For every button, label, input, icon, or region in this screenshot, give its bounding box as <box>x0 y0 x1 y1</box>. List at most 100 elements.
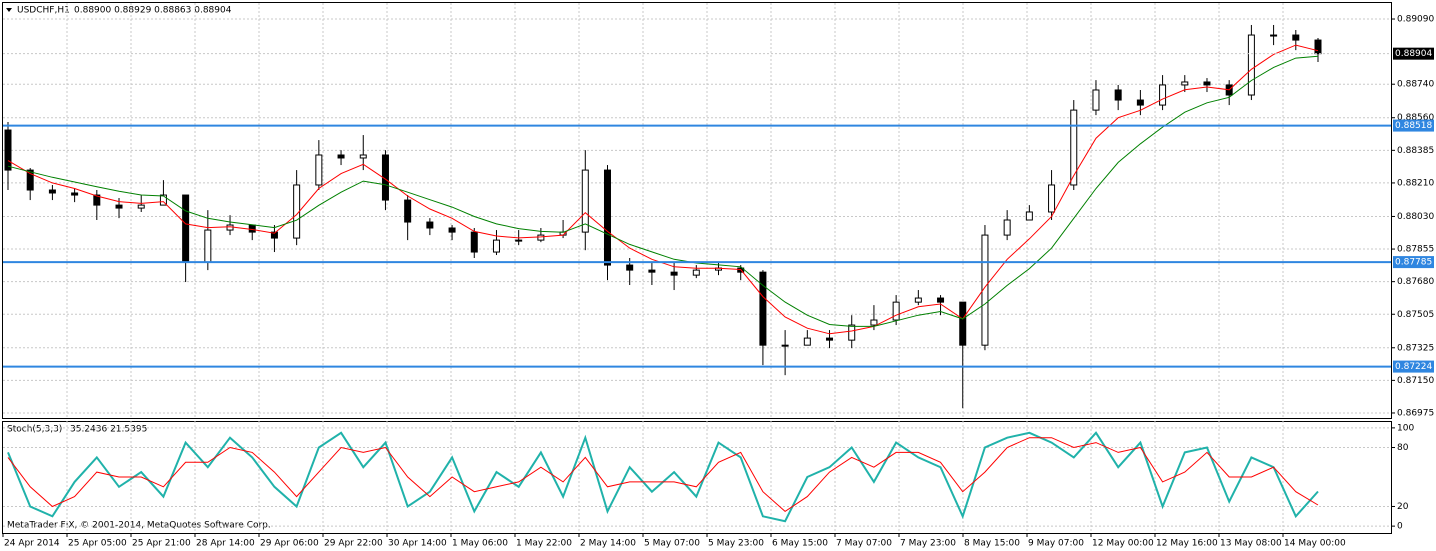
x-tick-label: 8 May 15:00 <box>964 539 1020 549</box>
y-tick-label: 0.86975 <box>1397 408 1434 418</box>
candle-body <box>1314 39 1322 55</box>
candle-body <box>1025 211 1033 221</box>
y-tick-label: 0.88385 <box>1397 146 1434 156</box>
x-tick-label: 14 May 00:00 <box>1284 539 1346 549</box>
x-tick-label: 25 Apr 05:00 <box>68 539 127 549</box>
x-tick-label: 12 May 00:00 <box>1092 539 1154 549</box>
candle-body <box>359 154 367 159</box>
candle-body <box>1136 99 1144 106</box>
x-tick-label: 28 Apr 14:00 <box>196 539 255 549</box>
candle-body <box>692 269 700 276</box>
x-tick-label: 7 May 07:00 <box>836 539 892 549</box>
x-tick-label: 29 Apr 06:00 <box>260 539 319 549</box>
level-tag <box>1393 256 1434 269</box>
x-tick-label: 12 May 16:00 <box>1156 539 1218 549</box>
level-tag <box>1393 360 1434 373</box>
candle-body <box>71 192 79 196</box>
x-tick-label: 9 May 07:00 <box>1028 539 1084 549</box>
x-tick-label: 5 May 07:00 <box>644 539 700 549</box>
y-tick-label: 0 <box>1397 522 1403 532</box>
candle-body <box>848 324 856 341</box>
y-tick-label: 0.88030 <box>1397 212 1434 222</box>
y-tick-label: 80 <box>1397 443 1409 453</box>
candle-body <box>937 297 945 303</box>
menu-arrow[interactable] <box>6 8 12 12</box>
candle-body <box>648 269 656 273</box>
last-price-label: 0.88904 <box>1395 49 1432 59</box>
x-tick-label: 25 Apr 21:00 <box>132 539 191 549</box>
level-label: 0.87224 <box>1395 362 1432 372</box>
candle-body <box>204 229 212 263</box>
x-tick-label: 30 Apr 14:00 <box>388 539 447 549</box>
y-tick-label: 100 <box>1397 423 1414 433</box>
level-label: 0.87785 <box>1395 258 1432 268</box>
price-pane <box>2 2 1392 419</box>
candle-body <box>603 169 611 266</box>
level-tag <box>1393 119 1434 132</box>
candle-body <box>4 129 12 171</box>
candle-body <box>48 189 56 194</box>
indicator-values: 35.2436 21.5395 <box>70 425 147 435</box>
ohlc-values: 0.88900 0.88929 0.88863 0.88904 <box>74 6 232 16</box>
x-tick-label: 24 Apr 2014 <box>4 539 60 549</box>
y-tick-label: 20 <box>1397 502 1409 512</box>
level-label: 0.88518 <box>1395 121 1432 131</box>
candle-body <box>870 319 878 326</box>
x-tick-label: 5 May 23:00 <box>708 539 764 549</box>
candle-body <box>1247 34 1255 96</box>
candle-body <box>1203 81 1211 86</box>
candle-body <box>670 271 678 276</box>
x-tick-label: 29 Apr 22:00 <box>324 539 383 549</box>
indicator-title: Stoch(5,3,3) <box>7 425 62 435</box>
candle-body <box>470 231 478 253</box>
moving-average <box>7 44 1319 335</box>
y-tick-label: 0.89090 <box>1397 15 1434 25</box>
candle-body <box>1292 34 1300 41</box>
symbol-title: USDCHF,H1 <box>17 6 70 16</box>
candle-body <box>803 337 811 346</box>
candle-body <box>1048 184 1056 213</box>
y-tick-label: 0.87505 <box>1397 310 1434 320</box>
moving-average <box>7 55 1319 327</box>
candle-body <box>581 169 589 233</box>
candle-body <box>781 344 789 347</box>
candle-body <box>492 239 500 253</box>
candle-body <box>182 194 190 263</box>
candle-body <box>93 194 101 206</box>
y-tick-label: 0.87150 <box>1397 376 1434 386</box>
candle-body <box>914 297 922 303</box>
x-tick-label: 1 May 22:00 <box>516 539 572 549</box>
y-tick-label: 0.88740 <box>1397 80 1434 90</box>
candle-body <box>159 194 167 206</box>
candle-body <box>537 234 545 241</box>
candle-body <box>26 169 34 191</box>
candle-body <box>404 199 412 223</box>
candle-body <box>115 204 123 209</box>
x-tick-label: 2 May 14:00 <box>580 539 636 549</box>
x-tick-label: 1 May 06:00 <box>452 539 508 549</box>
x-tick-label: 7 May 23:00 <box>900 539 956 549</box>
x-tick-label: 13 May 08:00 <box>1220 539 1282 549</box>
y-tick-label: 0.88560 <box>1397 113 1434 123</box>
y-tick-label: 0.88210 <box>1397 178 1434 188</box>
candle-body <box>1070 109 1078 186</box>
candle-body <box>1270 34 1278 37</box>
candle-body <box>337 154 345 159</box>
candle-body <box>626 264 634 271</box>
y-tick-label: 0.87325 <box>1397 343 1434 353</box>
candle-body <box>1003 219 1011 236</box>
copyright: MetaTrader FIX, © 2001-2014, MetaQuotes … <box>7 521 271 531</box>
candle-body <box>426 221 434 229</box>
candle-body <box>515 239 523 242</box>
candle-body <box>248 224 256 233</box>
stochastic-line <box>7 437 1319 513</box>
candle-body <box>1092 89 1100 111</box>
candle-body <box>448 227 456 233</box>
candle-body <box>1159 84 1167 106</box>
candle-body <box>759 271 767 346</box>
candle-body <box>226 224 234 231</box>
stochastic-line <box>7 431 1319 523</box>
last-price-tag <box>1393 47 1434 60</box>
indicator-pane <box>2 421 1392 534</box>
